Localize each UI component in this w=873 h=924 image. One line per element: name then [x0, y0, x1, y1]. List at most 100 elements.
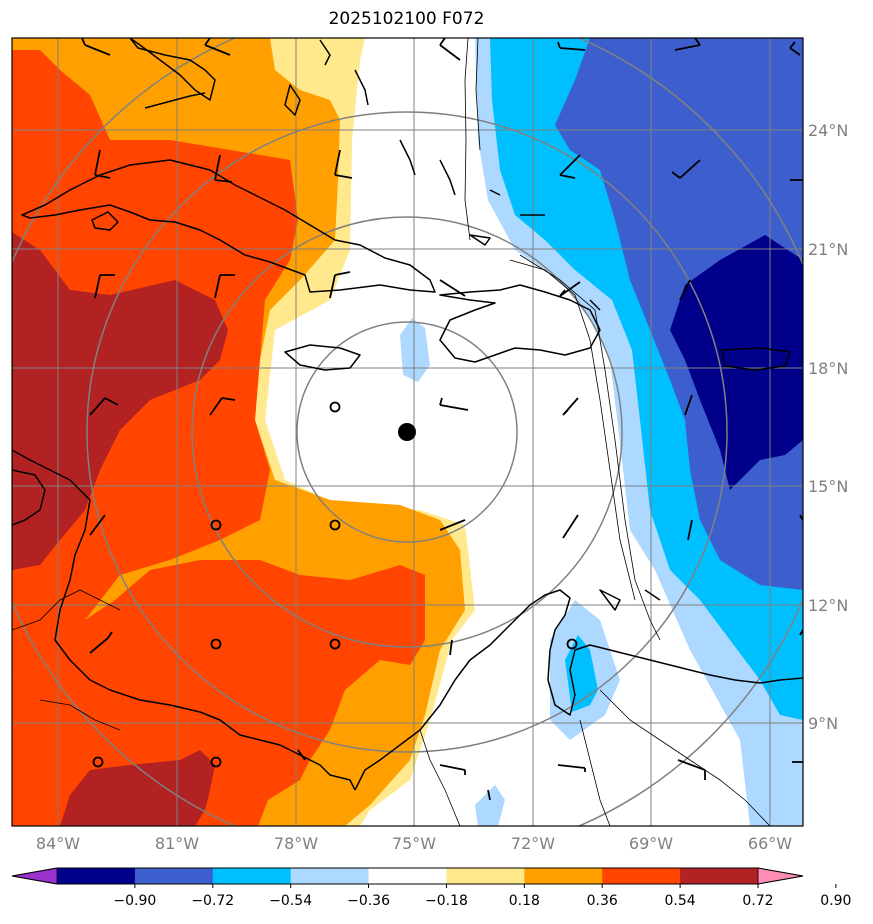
- range-ring-2: [191, 216, 623, 648]
- lat-tick-label: 12°N: [808, 596, 848, 615]
- wind-barb-icon: [439, 764, 466, 775]
- wind-barb-icon: [89, 397, 119, 416]
- lon-tick-label: 78°W: [274, 834, 318, 853]
- wind-barb-icon: [557, 764, 586, 772]
- graticule: [12, 38, 803, 826]
- wind-barb-icon: [687, 519, 693, 541]
- wind-barb-icon: [562, 397, 579, 416]
- contour-fill-0.54: [12, 50, 425, 826]
- wind-barb-icon: [562, 514, 579, 539]
- coast-bahamas-1: [319, 39, 331, 66]
- coast-colombia-venezuela: [547, 644, 803, 716]
- colorbar-segment: [680, 868, 759, 884]
- colorbar-tick-label: 0.72: [742, 893, 773, 909]
- contour-fill-0.72b: [60, 750, 215, 826]
- wind-barb-icon: [677, 759, 706, 780]
- coast-inagua: [469, 234, 491, 246]
- calm-markers: [92, 401, 578, 768]
- contour-fill-small-4: [475, 785, 505, 826]
- colorbar-tick-label: −0.18: [425, 893, 468, 909]
- wind-barb-icon: [679, 279, 691, 301]
- colorbar-tick-label: 0.54: [665, 893, 696, 909]
- wind-barb-icon: [439, 279, 466, 297]
- wind-barb-icon: [789, 41, 801, 56]
- wind-barb-icon: [487, 789, 491, 801]
- colorbar-segment: [212, 868, 292, 884]
- filled-contours: [12, 38, 803, 826]
- wind-barb-icon: [557, 41, 586, 51]
- colorbar-outline: [11, 867, 804, 885]
- lon-tick-label: 81°W: [155, 834, 199, 853]
- wind-barb-icon: [89, 514, 106, 536]
- coast-keys: [144, 92, 206, 109]
- colorbar-tick-label: −0.90: [113, 893, 156, 909]
- wind-barb-icon: [204, 38, 231, 56]
- colorbar-segment: [368, 868, 447, 884]
- wind-barb-icon: [214, 154, 233, 183]
- wind-barb-icon: [89, 631, 113, 654]
- map-title: 2025102100 F072: [328, 9, 485, 29]
- range-rings: [12, 38, 803, 826]
- wind-barb-icon: [439, 519, 466, 531]
- wind-barb-icon: [81, 38, 111, 56]
- coast-jamaica: [284, 344, 361, 371]
- calm-circle-icon: [329, 401, 341, 413]
- coast-lesser-antilles-1: [589, 299, 601, 311]
- wind-barbs: [81, 38, 803, 801]
- calm-circle-icon: [566, 638, 578, 650]
- lon-tick-label: 72°W: [511, 834, 555, 853]
- lat-tick-label: 21°N: [808, 240, 848, 259]
- coast-hispaniola: [439, 284, 601, 363]
- lon-tick-label: 84°W: [36, 834, 80, 853]
- calm-circle-icon: [92, 756, 104, 768]
- wind-barb-icon: [94, 149, 111, 179]
- wind-barb-icon: [94, 274, 115, 299]
- range-ring-1: [296, 321, 518, 543]
- coast-cuba: [21, 159, 436, 293]
- lon-tick-label: 69°W: [629, 834, 673, 853]
- calm-circle-icon: [329, 638, 341, 650]
- contour-fill-small-1: [400, 318, 430, 382]
- wind-barb-icon: [684, 394, 693, 416]
- colorbar-extend-max: [757, 867, 804, 885]
- wind-barb-icon: [214, 274, 235, 299]
- lat-tick-label: 9°N: [808, 714, 838, 733]
- coast-lesser-antilles-2: [599, 589, 621, 611]
- coast-bahamas-4: [399, 139, 416, 176]
- coast-puerto-rico: [721, 347, 791, 371]
- wind-barb-icon: [674, 38, 701, 51]
- coast-florida: [129, 38, 216, 101]
- contour-fill-0.54b: [12, 300, 270, 680]
- calm-circle-icon: [210, 519, 222, 531]
- wind-barb-icon: [439, 38, 461, 61]
- borders: [12, 38, 771, 826]
- wind-barb-icon: [209, 397, 236, 416]
- wind-barb-icon: [297, 749, 306, 761]
- coast-central-america: [12, 449, 356, 791]
- wind-barb-icon: [559, 281, 581, 297]
- lat-tick-label: 18°N: [808, 359, 848, 378]
- coast-bahamas-2: [354, 69, 369, 106]
- colorbar-segment: [134, 868, 214, 884]
- colorbar-segment: [602, 868, 681, 884]
- colorbar-tick-label: −0.36: [347, 893, 390, 909]
- lon-tick-label: 75°W: [392, 834, 436, 853]
- wind-barb-icon: [334, 149, 353, 179]
- map-area: [12, 38, 803, 826]
- wind-barb-icon: [439, 397, 469, 411]
- colorbar-segment: [446, 868, 525, 884]
- coast-bahamas-5: [439, 159, 456, 196]
- lon-tick-label: 66°W: [748, 834, 792, 853]
- colorbar: −0.90 −0.72 −0.54 −0.36 −0.18 0.18 0.36 0.54 0.7…: [11, 867, 851, 909]
- lat-tick-label: 15°N: [808, 477, 848, 496]
- colorbar-tick-label: −0.72: [191, 893, 234, 909]
- colorbar-tick-label: 0.18: [509, 893, 540, 909]
- lat-tick-label: 24°N: [808, 121, 848, 140]
- coast-bahamas-6: [489, 189, 501, 196]
- colorbar-segment: [57, 868, 136, 884]
- colorbar-extend-min: [11, 867, 58, 885]
- coastlines: [12, 38, 803, 791]
- map-frame: [11, 37, 804, 827]
- coast-yucatan-inner: [12, 469, 46, 526]
